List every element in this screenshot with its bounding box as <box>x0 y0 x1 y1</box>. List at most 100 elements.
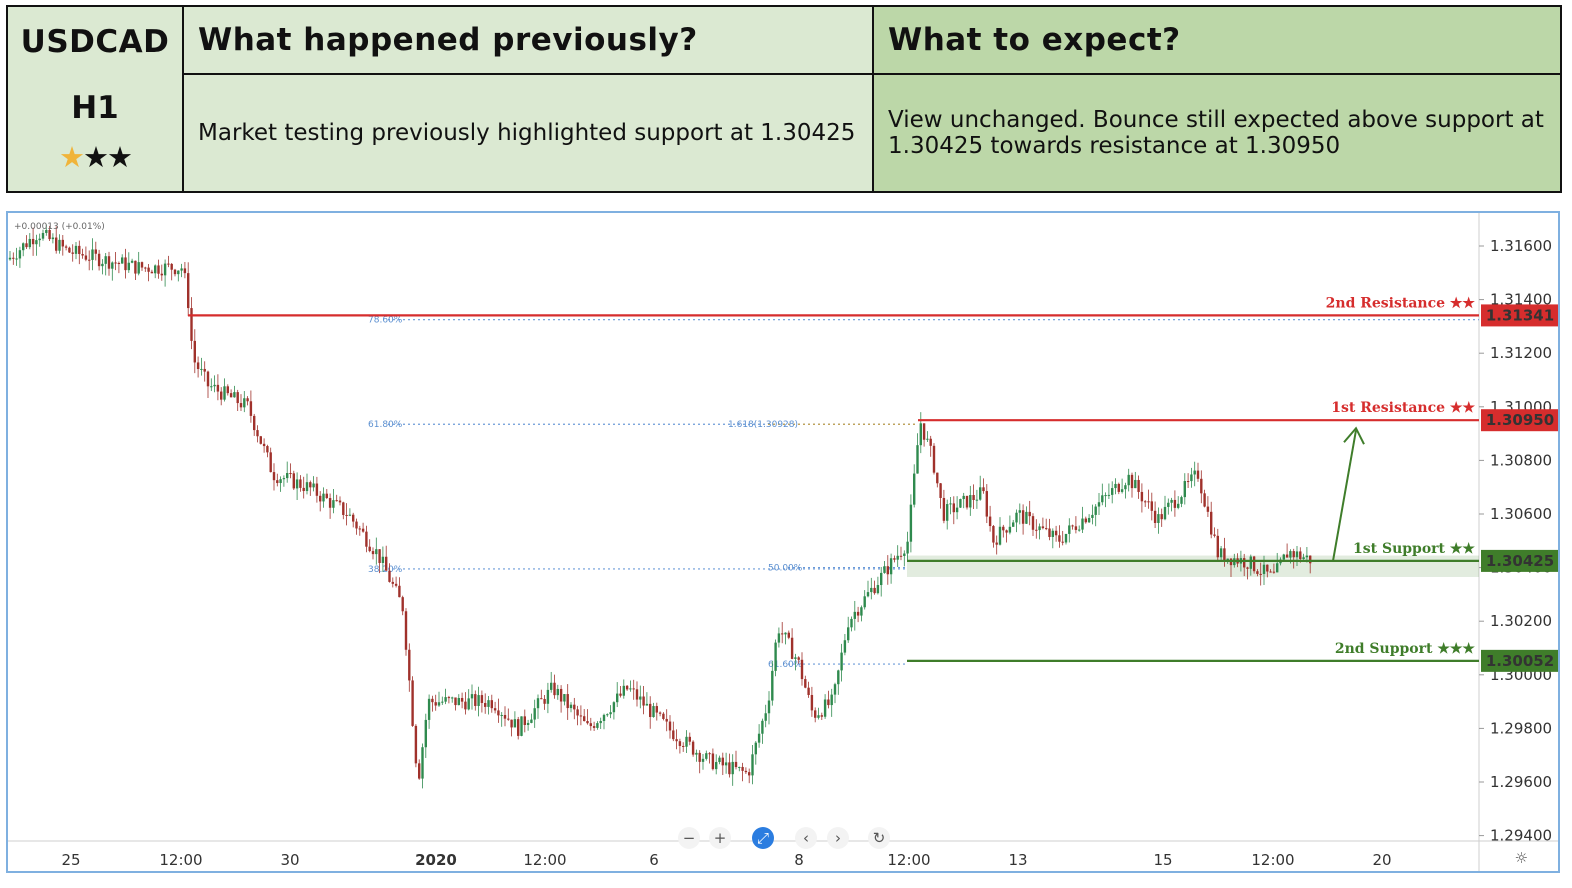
candle-body <box>282 478 286 480</box>
candle-body <box>48 229 51 240</box>
reset-zoom-button[interactable]: ⤢ <box>752 827 774 849</box>
bounce-arrow-head <box>1343 426 1365 445</box>
candle-body <box>322 493 325 502</box>
candle-body <box>705 753 708 759</box>
candle-body <box>876 585 880 594</box>
candle-body <box>1305 555 1309 558</box>
candle-body <box>246 398 249 402</box>
candle-body <box>1038 526 1041 531</box>
x-tick-label: 25 <box>61 851 80 869</box>
candle-body <box>787 632 790 638</box>
candle-body <box>952 503 955 513</box>
price-chart[interactable]: 1.31600 1.31400 1.31200 1.31000 1.30800 1.306… <box>6 211 1560 873</box>
candle-body <box>982 487 985 492</box>
gear-icon[interactable]: ☼ <box>1514 849 1528 867</box>
candle-body <box>969 495 972 508</box>
candle-body <box>256 430 259 437</box>
candle-body <box>305 482 309 492</box>
candle-body <box>140 262 144 268</box>
candle-body <box>1041 526 1045 529</box>
candle-body <box>546 689 550 704</box>
x-tick-label: 12:00 <box>1251 851 1294 869</box>
zoom-in-button[interactable]: + <box>709 827 731 849</box>
candle-body <box>74 245 78 254</box>
candle-body <box>843 640 847 653</box>
candle-body <box>744 770 748 773</box>
candle-body <box>619 693 622 696</box>
candle-body <box>606 714 609 716</box>
candle-body <box>807 687 810 695</box>
candle-body <box>147 267 150 272</box>
candle-body <box>655 706 658 713</box>
candle-body <box>893 558 896 560</box>
candle-body <box>550 682 553 690</box>
candle-body <box>810 694 814 711</box>
candle-body <box>1292 551 1295 558</box>
candle-body <box>299 479 302 488</box>
candle-body <box>830 694 833 706</box>
level-price-label: 1.30425 <box>1486 552 1554 570</box>
candle-body <box>738 766 741 768</box>
candle-body <box>523 716 526 725</box>
candle-body <box>1259 573 1262 575</box>
candle-body <box>1120 489 1124 492</box>
candle-body <box>130 260 134 263</box>
level-label: 1st Support ★★ <box>1353 541 1475 557</box>
zoom-out-button[interactable]: − <box>678 827 700 849</box>
level-price-tag <box>1481 409 1558 432</box>
chart-svg[interactable]: 1.316001.314001.312001.310001.308001.306… <box>8 213 1558 871</box>
candle-body <box>536 698 540 709</box>
candle-body <box>1081 518 1084 530</box>
candle-body <box>375 549 378 555</box>
candle-body <box>609 712 612 715</box>
candle-body <box>315 483 319 496</box>
scroll-left-button[interactable]: ‹ <box>795 827 817 849</box>
candle-body <box>1147 501 1150 503</box>
candle-body <box>325 493 328 499</box>
candle-body <box>520 716 523 736</box>
candle-body <box>1262 564 1266 574</box>
candle-body <box>553 682 556 696</box>
candle-body <box>401 597 404 612</box>
candle-body <box>612 702 616 713</box>
refresh-button[interactable]: ↻ <box>868 827 890 849</box>
candle-body <box>1269 571 1272 573</box>
candle-body <box>437 702 441 706</box>
candle-body <box>71 252 74 254</box>
fib-label: 78.60% <box>368 316 403 326</box>
candle-body <box>889 558 893 575</box>
candle-body <box>988 516 992 527</box>
star-icon: ★ <box>107 140 133 174</box>
candle-body <box>635 689 639 700</box>
candle-body <box>856 611 860 616</box>
scroll-right-button[interactable]: › <box>827 827 849 849</box>
candle-body <box>418 763 421 779</box>
candle-body <box>972 495 975 501</box>
candle-body <box>81 254 84 256</box>
candle-body <box>1180 497 1183 504</box>
candle-body <box>289 473 292 475</box>
candle-body <box>117 262 121 264</box>
candle-body <box>203 368 206 372</box>
candle-body <box>860 607 863 616</box>
candle-body <box>381 556 385 563</box>
candle-body <box>903 553 906 556</box>
level-price-label: 1.30950 <box>1486 411 1554 429</box>
candle-body <box>1256 571 1259 574</box>
candle-body <box>200 368 203 370</box>
candle-body <box>226 386 229 394</box>
candle-body <box>55 237 58 251</box>
candle-body <box>163 263 167 276</box>
candle-body <box>909 504 913 542</box>
candle-body <box>1051 530 1054 537</box>
candle-body <box>566 694 569 709</box>
candle-body <box>1134 479 1137 489</box>
candle-body <box>1173 499 1177 508</box>
candle-body <box>444 697 447 702</box>
candle-body <box>1074 526 1078 530</box>
candle-body <box>866 592 870 597</box>
candle-body <box>421 747 424 779</box>
candle-body <box>1160 514 1163 520</box>
candle-body <box>91 249 94 260</box>
candle-body <box>790 637 794 659</box>
